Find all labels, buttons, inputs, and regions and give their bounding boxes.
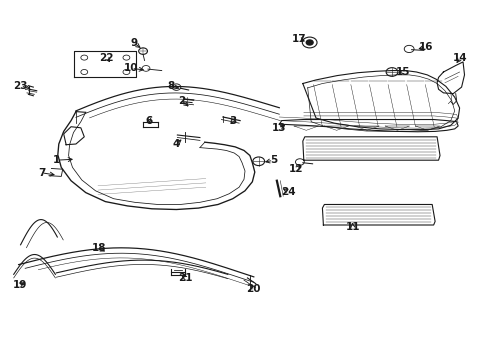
Text: 12: 12: [289, 164, 304, 174]
Text: 10: 10: [124, 63, 139, 73]
Text: 13: 13: [272, 123, 287, 133]
Text: 1: 1: [53, 155, 60, 165]
Text: 18: 18: [92, 243, 106, 253]
Text: 11: 11: [345, 222, 360, 232]
Text: 15: 15: [395, 67, 410, 77]
Text: 23: 23: [13, 81, 28, 91]
Text: 22: 22: [99, 53, 114, 63]
Text: 2: 2: [178, 96, 185, 106]
Text: 21: 21: [178, 273, 193, 283]
Text: 6: 6: [146, 116, 153, 126]
Text: 3: 3: [229, 116, 236, 126]
Text: 17: 17: [292, 34, 306, 44]
Text: 7: 7: [38, 168, 46, 178]
Text: 5: 5: [270, 155, 277, 165]
Text: 9: 9: [131, 38, 138, 48]
Text: 16: 16: [419, 42, 434, 52]
Text: 20: 20: [246, 284, 261, 294]
Circle shape: [306, 40, 313, 45]
Text: 19: 19: [12, 280, 27, 290]
Text: 8: 8: [167, 81, 174, 91]
Text: 24: 24: [281, 186, 295, 197]
Text: 14: 14: [453, 53, 468, 63]
Text: 4: 4: [172, 139, 180, 149]
